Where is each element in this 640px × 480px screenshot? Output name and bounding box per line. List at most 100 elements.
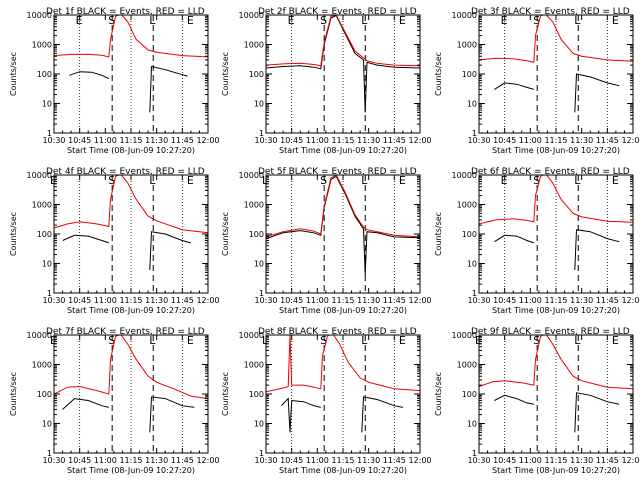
y-tick-label: 1000 — [457, 201, 477, 210]
series-events-line — [149, 65, 188, 113]
x-tick-label: 10:30 — [467, 456, 490, 465]
x-tick-label: 11:15 — [544, 136, 567, 145]
marker-label: L — [361, 174, 368, 187]
marker-label: E — [187, 174, 194, 187]
y-tick-label: 10000 — [452, 11, 477, 20]
x-tick-label: 12:00 — [196, 296, 219, 305]
series-events-line — [574, 229, 620, 271]
marker-label: L — [149, 174, 156, 187]
marker-label: L — [574, 174, 581, 187]
panel-title: Det 1f BLACK = Events, RED = LLD — [46, 7, 205, 17]
y-tick-label: 1 — [472, 449, 477, 458]
y-tick-label: 10000 — [239, 171, 264, 180]
y-tick-label: 10000 — [27, 331, 52, 340]
y-tick-label: 10000 — [27, 171, 52, 180]
marker-label: E — [612, 334, 619, 347]
panel-title: Det 2f BLACK = Events, RED = LLD — [258, 7, 417, 17]
x-axis-label: Start Time (08-Jun-09 10:27:20) — [67, 466, 195, 475]
y-tick-label: 10 — [42, 100, 52, 109]
marker-label: L — [361, 334, 368, 347]
y-tick-label: 1 — [472, 129, 477, 138]
y-tick-label: 100 — [462, 390, 477, 399]
series-events-line — [494, 394, 534, 405]
x-tick-label: 11:00 — [94, 136, 117, 145]
x-tick-label: 11:00 — [519, 296, 542, 305]
x-tick-label: 11:45 — [383, 136, 406, 145]
y-tick-label: 10 — [467, 420, 477, 429]
x-tick-label: 12:00 — [408, 456, 431, 465]
plot-frame — [478, 334, 634, 454]
x-tick-label: 11:45 — [383, 456, 406, 465]
x-tick-label: 10:30 — [467, 136, 490, 145]
x-tick-label: 11:30 — [570, 456, 593, 465]
x-axis-label: Start Time (08-Jun-09 10:27:20) — [279, 146, 407, 155]
y-axis-label: Counts/sec — [221, 212, 230, 256]
marker-label: E — [612, 14, 619, 27]
series-events-line — [149, 231, 192, 271]
plot-frame — [53, 174, 209, 294]
series-events-line — [266, 15, 420, 113]
x-tick-label: 11:15 — [544, 296, 567, 305]
x-tick-label: 11:45 — [596, 456, 619, 465]
plot-frame — [53, 14, 209, 134]
x-tick-label: 11:30 — [357, 296, 380, 305]
y-axis-label: Counts/sec — [434, 372, 443, 416]
x-tick-label: 11:15 — [119, 136, 142, 145]
x-tick-label: 12:00 — [408, 296, 431, 305]
panel-title: Det 3f BLACK = Events, RED = LLD — [471, 7, 630, 17]
x-tick-label: 11:15 — [331, 136, 354, 145]
y-tick-label: 10 — [254, 420, 264, 429]
y-tick-label: 100 — [462, 70, 477, 79]
x-tick-label: 11:45 — [171, 136, 194, 145]
x-tick-label: 11:15 — [119, 456, 142, 465]
y-axis-label: Counts/sec — [9, 372, 18, 416]
x-tick-label: 10:45 — [493, 136, 516, 145]
y-tick-label: 10 — [467, 100, 477, 109]
x-tick-label: 10:45 — [280, 296, 303, 305]
panel-title: Det 8f BLACK = Events, RED = LLD — [258, 327, 417, 337]
series-events-line — [62, 234, 109, 244]
series-events-line — [361, 396, 403, 433]
x-tick-label: 11:00 — [519, 136, 542, 145]
x-tick-label: 11:15 — [331, 456, 354, 465]
y-tick-label: 1000 — [457, 41, 477, 50]
y-tick-label: 1 — [472, 289, 477, 298]
marker-label: S — [108, 174, 115, 187]
series-events-line — [62, 398, 109, 410]
x-tick-label: 11:45 — [383, 296, 406, 305]
x-axis-label: Start Time (08-Jun-09 10:27:20) — [67, 306, 195, 315]
x-tick-label: 12:00 — [621, 136, 640, 145]
y-tick-label: 100 — [249, 230, 264, 239]
marker-label: E — [399, 174, 406, 187]
marker-label: E — [399, 334, 406, 347]
panel-title: Det 4f BLACK = Events, RED = LLD — [46, 167, 205, 177]
y-tick-label: 10000 — [452, 331, 477, 340]
x-tick-label: 10:45 — [68, 136, 91, 145]
x-tick-label: 10:30 — [42, 296, 65, 305]
x-tick-label: 10:45 — [280, 136, 303, 145]
y-axis-label: Counts/sec — [221, 372, 230, 416]
x-tick-label: 12:00 — [621, 456, 640, 465]
y-tick-label: 10 — [467, 260, 477, 269]
y-axis-label: Counts/sec — [221, 52, 230, 96]
x-tick-label: 11:30 — [570, 136, 593, 145]
y-axis-label: Counts/sec — [434, 212, 443, 256]
marker-label: S — [320, 334, 327, 347]
x-tick-label: 11:15 — [331, 296, 354, 305]
series-events-line — [281, 397, 321, 433]
x-tick-label: 10:45 — [68, 456, 91, 465]
y-tick-label: 1000 — [32, 201, 52, 210]
marker-label: E — [501, 174, 508, 187]
x-axis-label: Start Time (08-Jun-09 10:27:20) — [492, 306, 620, 315]
y-tick-label: 10 — [254, 100, 264, 109]
marker-label: S — [533, 334, 540, 347]
y-tick-label: 1000 — [244, 201, 264, 210]
panel-title: Det 6f BLACK = Events, RED = LLD — [471, 167, 630, 177]
x-tick-label: 11:45 — [171, 296, 194, 305]
